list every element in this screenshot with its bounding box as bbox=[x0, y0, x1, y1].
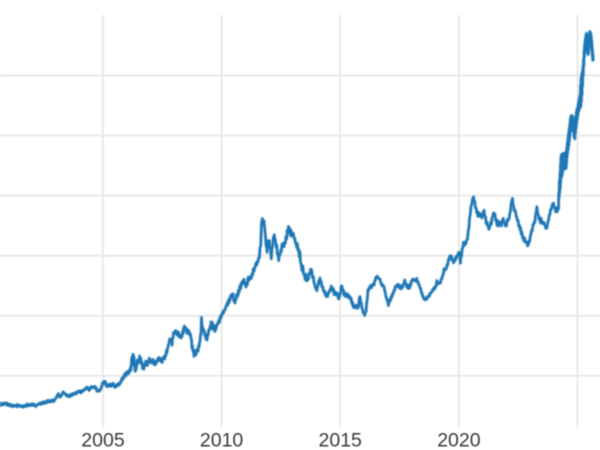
svg-text:2005: 2005 bbox=[81, 430, 125, 450]
svg-text:2010: 2010 bbox=[200, 430, 244, 450]
svg-text:2020: 2020 bbox=[437, 430, 481, 450]
svg-text:2015: 2015 bbox=[319, 430, 363, 450]
